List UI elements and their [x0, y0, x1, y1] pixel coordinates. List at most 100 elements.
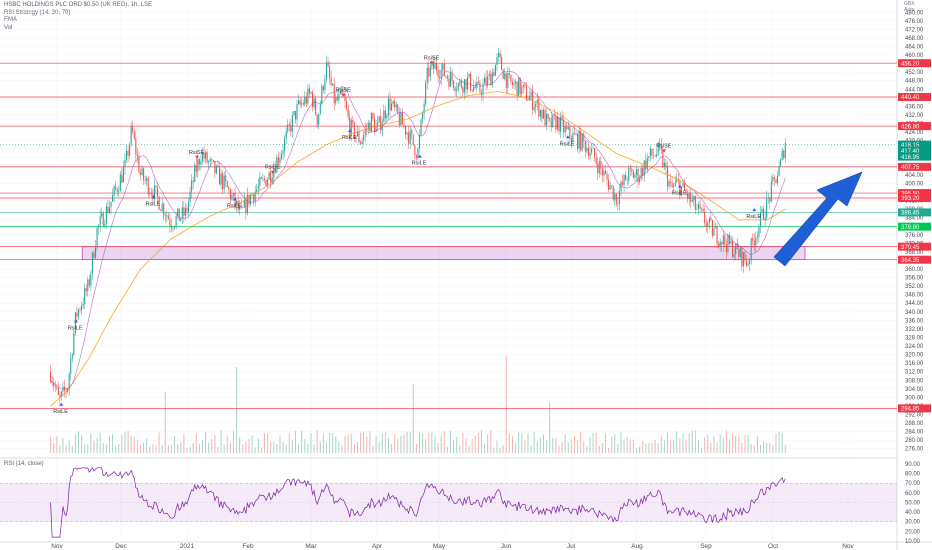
rsi-axis[interactable]: 10.00 20.00 30.00 40.00 50.00 60.00 70.00 80.00…	[905, 462, 921, 545]
auto-scale-label[interactable]: Auto	[904, 7, 915, 13]
candle-body	[129, 144, 131, 156]
volume-bar	[502, 445, 504, 453]
level-label: 386.45	[901, 211, 920, 217]
candle-body	[177, 208, 179, 217]
candle-body	[617, 203, 619, 205]
candle-body	[417, 148, 419, 159]
candle-body	[271, 178, 273, 183]
candle-body	[465, 79, 467, 90]
candle-body	[696, 208, 698, 210]
candle-body	[113, 186, 115, 196]
price-tick-label: 316.00	[905, 361, 924, 367]
volume-bar	[245, 441, 247, 453]
candle-body	[149, 192, 151, 195]
candle-body	[310, 92, 312, 94]
candle-body	[214, 161, 216, 174]
volume-bar	[642, 441, 644, 453]
signal-label: RsiLE	[672, 191, 687, 197]
candle-body	[439, 76, 441, 79]
candle-body	[96, 227, 98, 248]
price-tick-label: 436.00	[905, 104, 924, 110]
candle-body	[268, 172, 270, 180]
candle-body	[412, 134, 414, 145]
volume-bar	[93, 440, 95, 453]
volume-bar	[722, 437, 724, 453]
price-tick-label: 448.00	[905, 79, 924, 85]
candle-body	[366, 129, 368, 131]
volume-bar	[449, 430, 451, 453]
volume-bar	[759, 444, 761, 453]
volume-bar	[573, 435, 575, 453]
candle-body	[132, 126, 134, 133]
price-tick-label: 360.00	[905, 267, 924, 273]
time-axis[interactable]: Nov Dec 2021 Feb Mar Apr May Jun Jul Aug Sep Oct Nov	[51, 543, 854, 550]
candle-body	[781, 150, 783, 160]
volume-bar	[533, 431, 535, 453]
volume-bar	[679, 438, 681, 453]
candle-body	[384, 110, 386, 119]
candle-body	[352, 120, 354, 123]
price-tick-label: 332.00	[905, 327, 924, 333]
candle-body	[648, 156, 650, 158]
candle-body	[484, 77, 486, 84]
volume-bar	[195, 433, 197, 453]
candle-body	[200, 161, 202, 165]
volume-bar	[608, 447, 610, 453]
volume-bar	[105, 444, 107, 453]
volume-bar	[586, 446, 588, 453]
candle-body	[415, 155, 417, 159]
candle-body	[674, 182, 676, 186]
candle-body	[298, 100, 300, 104]
candle-body	[139, 172, 142, 175]
candle-body	[386, 115, 388, 119]
volume-bar	[490, 430, 492, 453]
candle-body	[212, 160, 214, 162]
volume-bar	[505, 355, 507, 453]
candle-body	[54, 385, 56, 388]
candle-body	[470, 73, 472, 91]
price-tick-label: 352.00	[905, 284, 924, 290]
volume-bar	[738, 435, 740, 453]
candle-body	[133, 132, 135, 139]
candle-body	[56, 387, 58, 388]
ema-line-path	[50, 90, 786, 407]
candle-body	[580, 131, 582, 151]
candle-body	[237, 200, 239, 210]
candle-body	[208, 161, 210, 163]
candle-body	[315, 98, 317, 115]
candle-body	[217, 165, 219, 167]
candle-body	[586, 147, 588, 152]
rsi-tick-label: 40.00	[905, 510, 921, 516]
price-tick-label: 384.00	[905, 216, 924, 222]
price-axis[interactable]: 276.00280.00284.00288.00292.00296.00300.…	[905, 10, 924, 452]
volume-bar	[319, 441, 321, 453]
candle-body	[161, 203, 163, 211]
level-labels: 456.20440.40426.80407.75395.50393.20370.…	[898, 59, 931, 413]
candle-body	[319, 103, 321, 115]
candle-body	[519, 77, 521, 95]
candle-body	[280, 153, 283, 159]
candle-body	[101, 212, 103, 217]
candle-body	[318, 114, 320, 125]
time-tick-label: Sep	[700, 543, 712, 550]
candle-body	[665, 162, 667, 168]
candle-body	[535, 103, 537, 108]
candle-body	[400, 112, 402, 126]
candle-body	[761, 208, 763, 213]
candle-body	[150, 192, 152, 195]
candle-body	[741, 247, 743, 267]
volume-bar	[763, 441, 765, 453]
currency-auto[interactable]: GBX Auto	[904, 1, 915, 13]
candle-body	[724, 235, 726, 245]
candle-body	[76, 312, 78, 317]
level-label-bg	[898, 93, 931, 101]
volume-bar	[211, 439, 213, 453]
candle-body	[525, 86, 527, 101]
volume-bar	[387, 437, 389, 453]
candle-body	[293, 111, 295, 116]
candle-body	[738, 249, 740, 257]
candle-body	[759, 212, 762, 227]
volume-bar	[341, 444, 343, 453]
